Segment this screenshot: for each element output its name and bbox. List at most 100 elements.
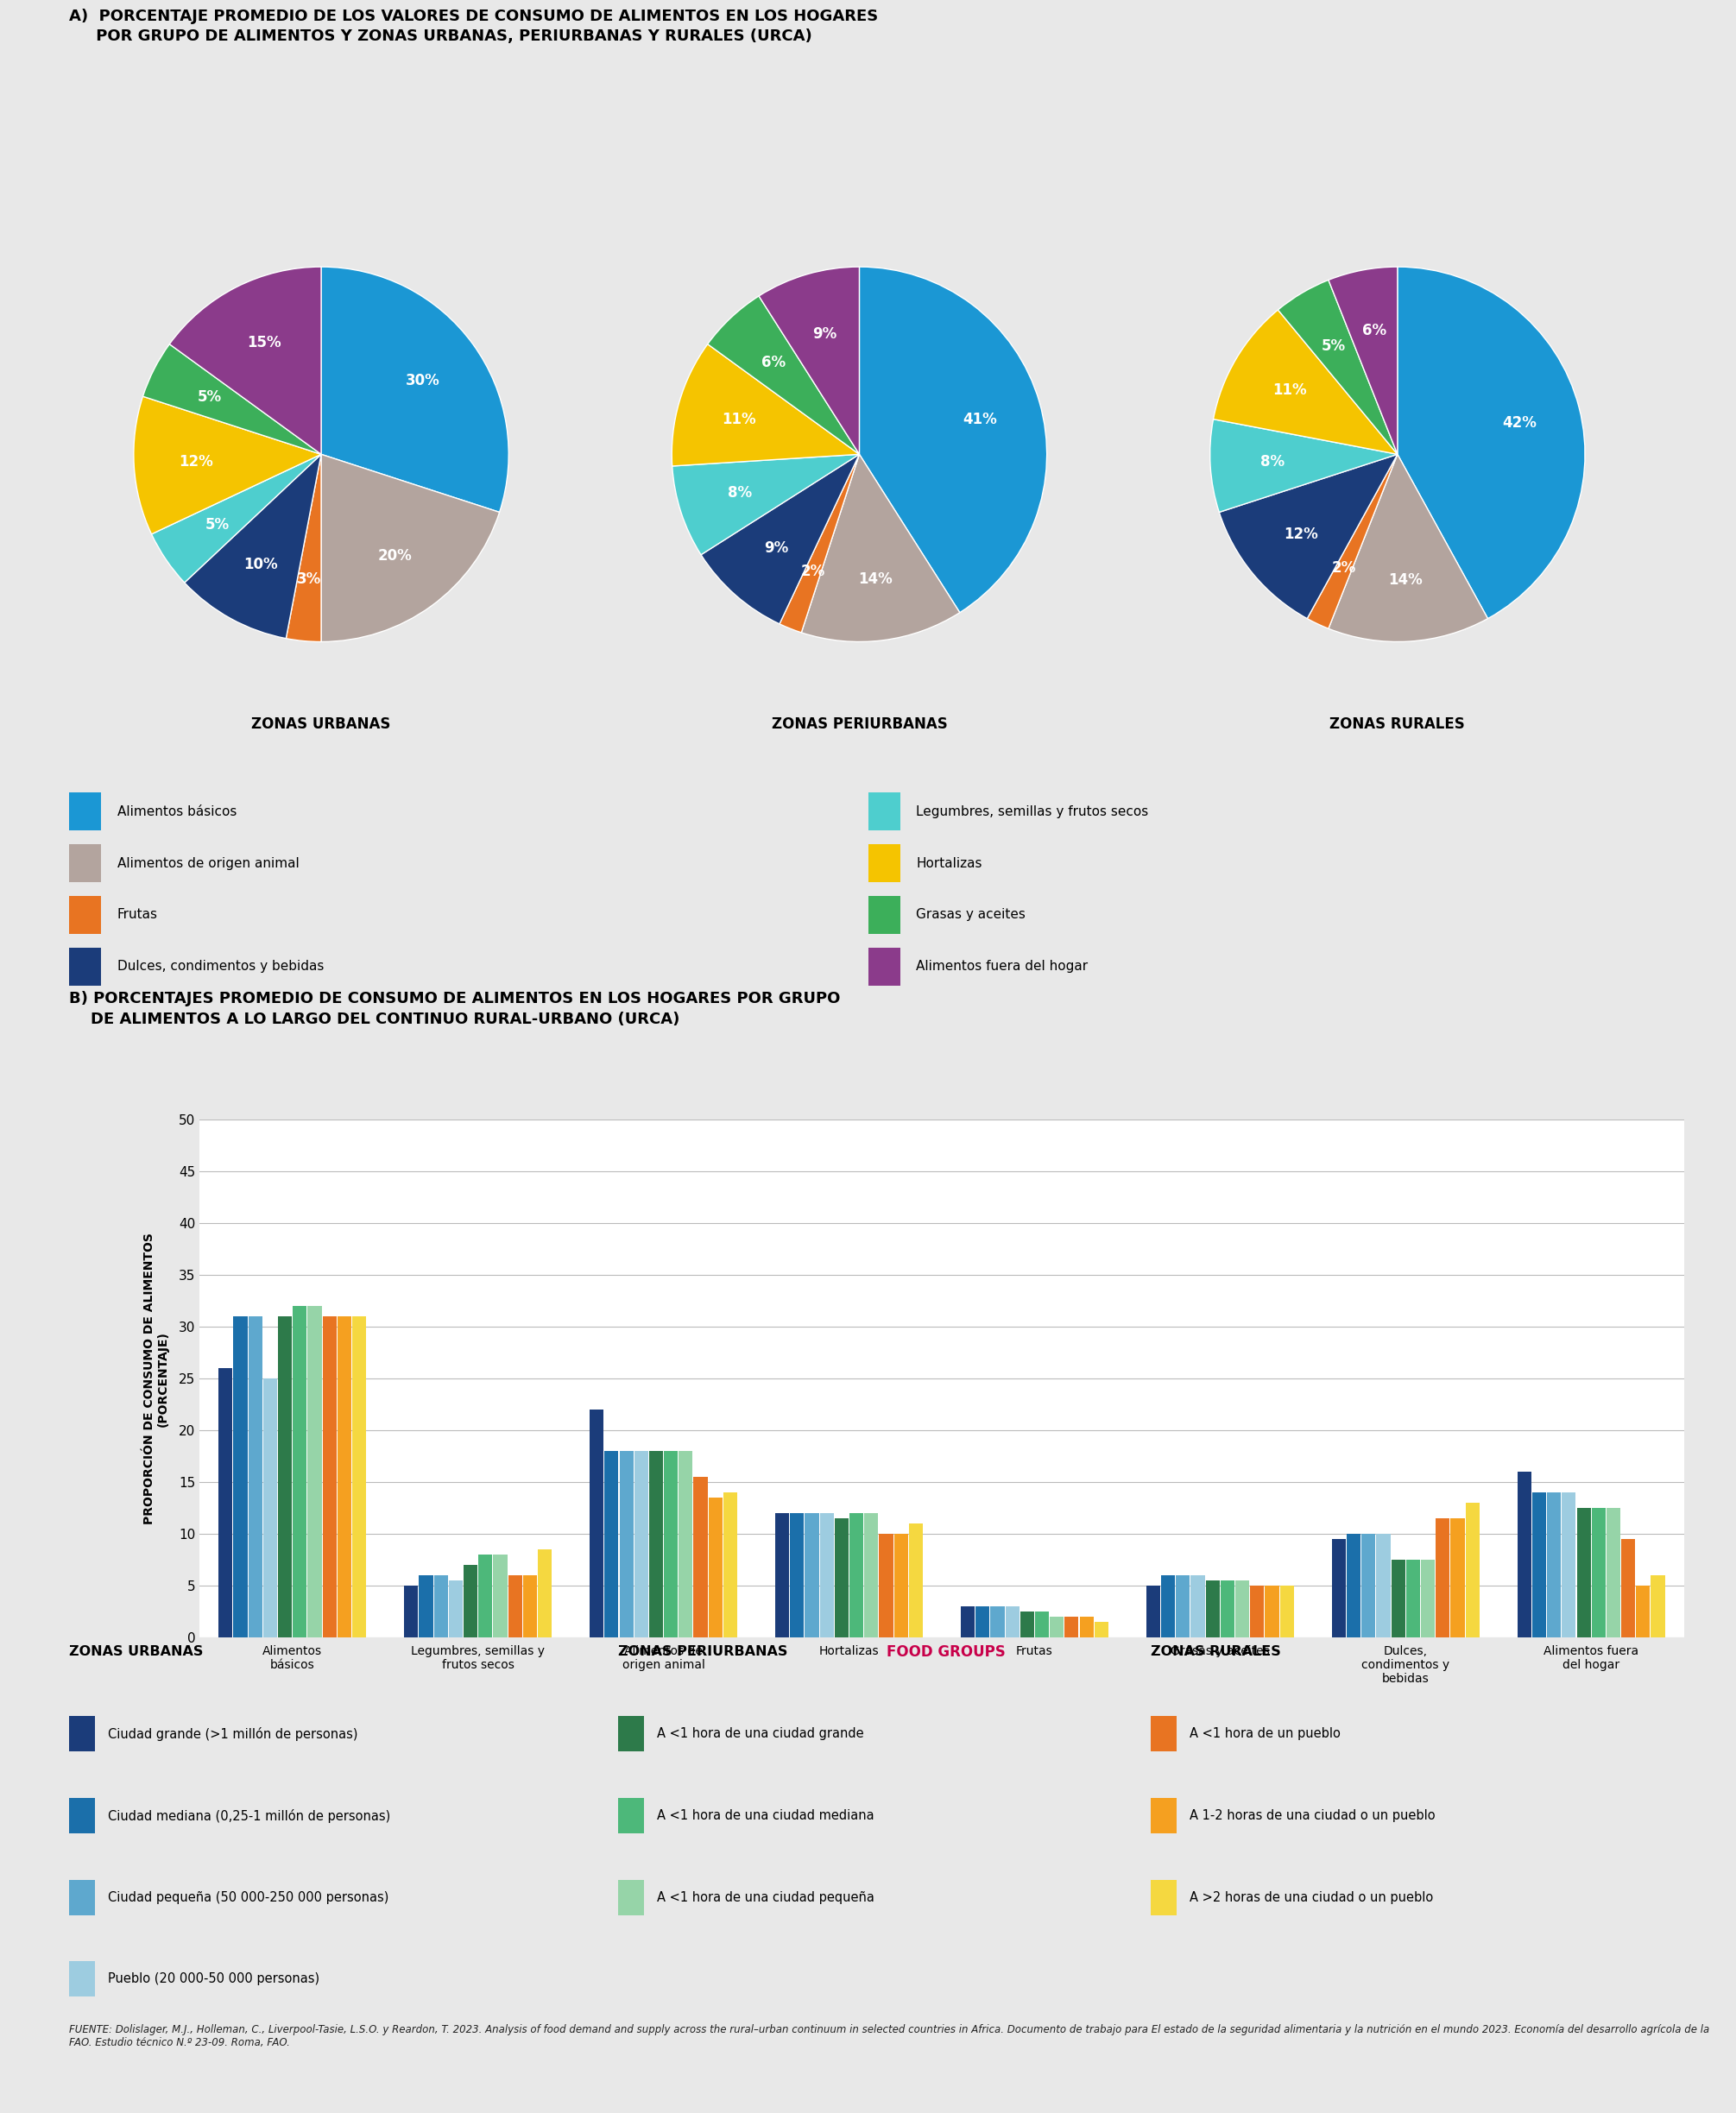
Text: A <1 hora de una ciudad grande: A <1 hora de una ciudad grande bbox=[658, 1728, 865, 1741]
Bar bbox=[865, 1513, 878, 1638]
Text: 41%: 41% bbox=[963, 412, 996, 427]
Bar bbox=[1377, 1534, 1391, 1638]
Text: ZONAS PERIURBANAS: ZONAS PERIURBANAS bbox=[771, 716, 948, 733]
Bar bbox=[1465, 1502, 1479, 1638]
Text: A 1-2 horas de una ciudad o un pueblo: A 1-2 horas de una ciudad o un pueblo bbox=[1189, 1809, 1436, 1821]
Text: A >2 horas de una ciudad o un pueblo: A >2 horas de una ciudad o un pueblo bbox=[1189, 1891, 1434, 1904]
Text: Hortalizas: Hortalizas bbox=[917, 856, 983, 871]
Bar bbox=[352, 1316, 366, 1638]
Bar bbox=[323, 1316, 337, 1638]
Text: B) PORCENTAJES PROMEDIO DE CONSUMO DE ALIMENTOS EN LOS HOGARES POR GRUPO
    DE : B) PORCENTAJES PROMEDIO DE CONSUMO DE AL… bbox=[69, 991, 840, 1027]
Text: A)  PORCENTAJE PROMEDIO DE LOS VALORES DE CONSUMO DE ALIMENTOS EN LOS HOGARES
  : A) PORCENTAJE PROMEDIO DE LOS VALORES DE… bbox=[69, 8, 878, 44]
Bar bbox=[835, 1519, 849, 1638]
Bar bbox=[694, 1477, 708, 1638]
Bar bbox=[1207, 1581, 1220, 1638]
Text: 8%: 8% bbox=[727, 486, 752, 501]
Bar bbox=[649, 1452, 663, 1638]
Wedge shape bbox=[1328, 266, 1397, 454]
Text: 12%: 12% bbox=[1283, 526, 1318, 543]
Bar bbox=[1161, 1576, 1175, 1638]
Wedge shape bbox=[701, 454, 859, 623]
Text: 6%: 6% bbox=[1361, 323, 1385, 338]
Wedge shape bbox=[170, 266, 321, 454]
Wedge shape bbox=[142, 344, 321, 454]
Text: Alimentos de origen animal: Alimentos de origen animal bbox=[118, 856, 299, 871]
Wedge shape bbox=[134, 397, 321, 535]
FancyBboxPatch shape bbox=[868, 792, 899, 830]
Text: 20%: 20% bbox=[378, 547, 411, 564]
Text: 10%: 10% bbox=[243, 556, 278, 573]
Bar bbox=[960, 1606, 974, 1638]
Bar bbox=[248, 1316, 262, 1638]
Text: 8%: 8% bbox=[1260, 454, 1285, 469]
FancyBboxPatch shape bbox=[69, 792, 101, 830]
Text: 5%: 5% bbox=[198, 389, 222, 406]
FancyBboxPatch shape bbox=[618, 1716, 644, 1752]
Bar bbox=[278, 1316, 292, 1638]
FancyBboxPatch shape bbox=[618, 1798, 644, 1834]
Wedge shape bbox=[1278, 281, 1397, 454]
Text: 14%: 14% bbox=[1389, 573, 1422, 587]
Bar bbox=[1347, 1534, 1361, 1638]
Text: Frutas: Frutas bbox=[118, 909, 158, 921]
Bar bbox=[1220, 1581, 1234, 1638]
Wedge shape bbox=[859, 266, 1047, 613]
Bar bbox=[790, 1513, 804, 1638]
Text: ZONAS RURALES: ZONAS RURALES bbox=[1330, 716, 1465, 733]
Bar bbox=[819, 1513, 833, 1638]
Bar bbox=[1606, 1509, 1620, 1638]
Bar bbox=[1576, 1509, 1590, 1638]
Bar bbox=[1064, 1616, 1078, 1638]
Bar bbox=[1533, 1492, 1547, 1638]
Wedge shape bbox=[151, 454, 321, 583]
Bar bbox=[1191, 1576, 1205, 1638]
Bar bbox=[708, 1498, 722, 1638]
FancyBboxPatch shape bbox=[69, 1881, 95, 1914]
Text: 42%: 42% bbox=[1502, 416, 1536, 431]
Wedge shape bbox=[321, 454, 500, 642]
Bar bbox=[434, 1576, 448, 1638]
Wedge shape bbox=[672, 454, 859, 556]
Bar bbox=[493, 1555, 507, 1638]
Bar bbox=[910, 1523, 924, 1638]
Text: A <1 hora de una ciudad pequeña: A <1 hora de una ciudad pequeña bbox=[658, 1891, 875, 1904]
Bar bbox=[991, 1606, 1005, 1638]
Bar bbox=[1094, 1623, 1108, 1638]
Bar bbox=[1146, 1585, 1160, 1638]
Text: Dulces, condimentos y bebidas: Dulces, condimentos y bebidas bbox=[118, 959, 325, 974]
Bar bbox=[1436, 1519, 1450, 1638]
Bar bbox=[404, 1585, 418, 1638]
Wedge shape bbox=[1213, 311, 1397, 454]
Bar bbox=[1406, 1559, 1420, 1638]
Text: Grasas y aceites: Grasas y aceites bbox=[917, 909, 1026, 921]
Text: Ciudad grande (>1 millón de personas): Ciudad grande (>1 millón de personas) bbox=[108, 1726, 358, 1741]
Wedge shape bbox=[1210, 418, 1397, 511]
Bar bbox=[418, 1576, 432, 1638]
Bar bbox=[1547, 1492, 1561, 1638]
Bar bbox=[1035, 1612, 1049, 1638]
FancyBboxPatch shape bbox=[1151, 1798, 1177, 1834]
Bar bbox=[307, 1306, 321, 1638]
Bar bbox=[479, 1555, 493, 1638]
Bar bbox=[1005, 1606, 1019, 1638]
FancyBboxPatch shape bbox=[69, 947, 101, 985]
Bar bbox=[1080, 1616, 1094, 1638]
Text: Alimentos fuera del hogar: Alimentos fuera del hogar bbox=[917, 959, 1088, 974]
FancyBboxPatch shape bbox=[868, 843, 899, 883]
Bar bbox=[663, 1452, 677, 1638]
FancyBboxPatch shape bbox=[69, 1961, 95, 1997]
Bar bbox=[1021, 1612, 1035, 1638]
Bar bbox=[1175, 1576, 1189, 1638]
FancyBboxPatch shape bbox=[1151, 1881, 1177, 1914]
Bar bbox=[894, 1534, 908, 1638]
Wedge shape bbox=[759, 266, 859, 454]
Text: ZONAS URBANAS: ZONAS URBANAS bbox=[252, 716, 391, 733]
FancyBboxPatch shape bbox=[868, 896, 899, 934]
Text: 14%: 14% bbox=[858, 571, 892, 587]
Bar bbox=[233, 1316, 248, 1638]
Text: 9%: 9% bbox=[764, 541, 788, 556]
Bar bbox=[264, 1378, 278, 1638]
FancyBboxPatch shape bbox=[69, 1798, 95, 1834]
Text: 9%: 9% bbox=[812, 325, 837, 342]
Bar bbox=[1266, 1585, 1279, 1638]
